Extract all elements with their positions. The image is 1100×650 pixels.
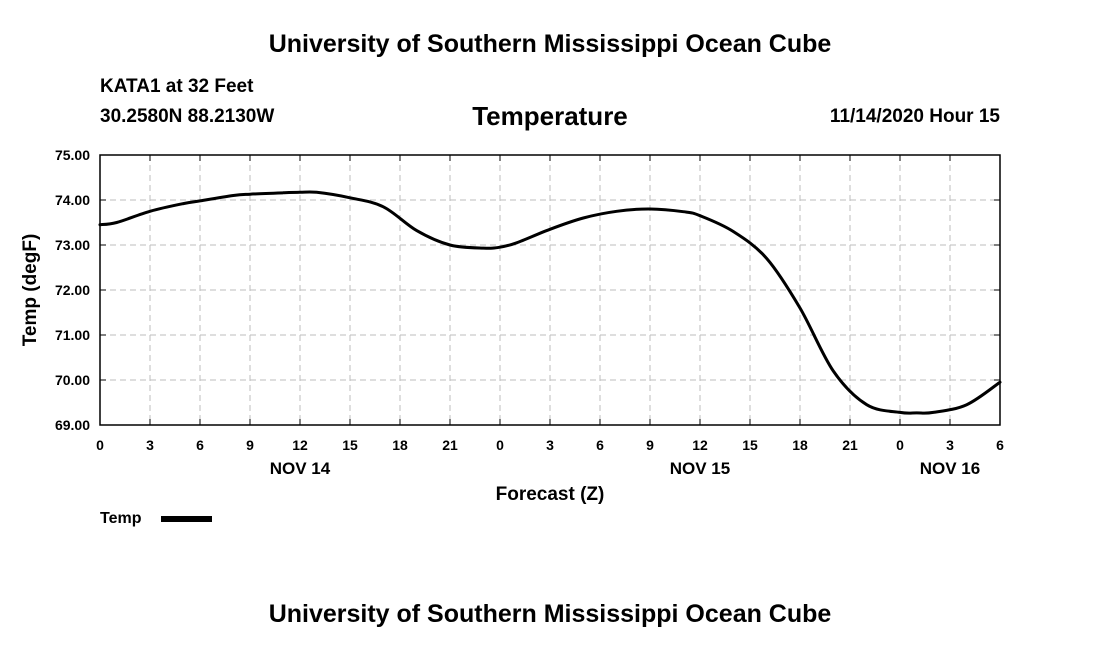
x-tick-label: 15 (742, 437, 758, 453)
y-axis-title: Temp (degF) (20, 234, 41, 347)
y-axis: 75.00 74.00 73.00 72.00 71.00 70.00 69.00 (55, 147, 1000, 433)
legend-swatch (161, 516, 212, 522)
y-tick-label: 71.00 (55, 327, 90, 343)
footer-title: University of Southern Mississippi Ocean… (268, 600, 832, 628)
x-tick-label: 0 (96, 437, 104, 453)
x-axis-title: Forecast (Z) (496, 484, 605, 505)
y-tick-label: 73.00 (55, 237, 90, 253)
date-label: NOV 14 (270, 459, 331, 478)
x-tick-label: 6 (996, 437, 1004, 453)
y-tick-label: 74.00 (55, 192, 90, 208)
x-tick-label: 0 (496, 437, 504, 453)
x-tick-label: 3 (546, 437, 554, 453)
x-axis: 0 3 6 9 12 15 18 21 0 3 6 9 12 15 18 21 0 3 6 (96, 155, 1004, 453)
coordinates-label: 30.2580N 88.2130W (100, 106, 275, 127)
y-tick-label: 75.00 (55, 147, 90, 163)
x-tick-label: 21 (842, 437, 858, 453)
x-tick-label: 9 (646, 437, 654, 453)
temp-series-line (98, 190, 1002, 415)
grid (100, 155, 1000, 425)
x-tick-label: 3 (946, 437, 954, 453)
date-label: NOV 16 (920, 459, 980, 478)
y-tick-label: 72.00 (55, 282, 90, 298)
date-label: NOV 15 (670, 459, 730, 478)
x-tick-label: 12 (292, 437, 308, 453)
x-tick-label: 0 (896, 437, 904, 453)
y-tick-label: 70.00 (55, 372, 90, 388)
x-tick-label: 18 (792, 437, 808, 453)
y-tick-label: 69.00 (55, 417, 90, 433)
legend-label: Temp (100, 510, 142, 527)
parameter-title: Temperature (472, 101, 628, 131)
x-tick-label: 6 (596, 437, 604, 453)
x-tick-label: 18 (392, 437, 408, 453)
x-tick-label: 9 (246, 437, 254, 453)
x-tick-label: 21 (442, 437, 458, 453)
x-tick-label: 3 (146, 437, 154, 453)
date-labels: NOV 14 NOV 15 NOV 16 (270, 459, 980, 478)
series (98, 190, 1002, 415)
datetime-label: 11/14/2020 Hour 15 (829, 106, 1000, 127)
station-label: KATA1 at 32 Feet (100, 76, 254, 97)
page-title: University of Southern Mississippi Ocean… (268, 30, 832, 58)
x-tick-label: 6 (196, 437, 204, 453)
x-tick-label: 12 (692, 437, 708, 453)
x-tick-label: 15 (342, 437, 358, 453)
